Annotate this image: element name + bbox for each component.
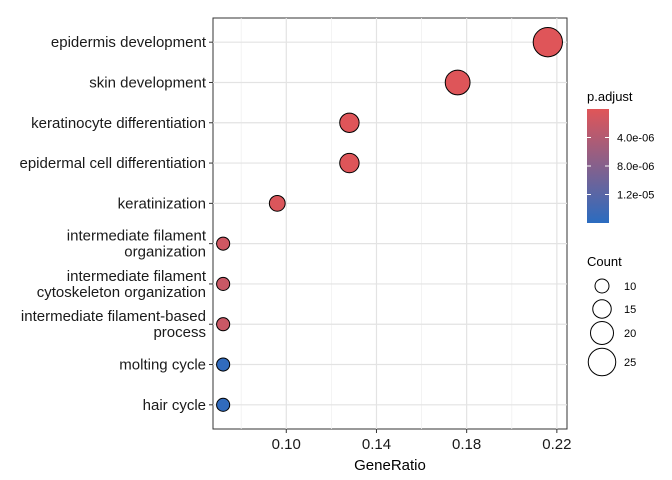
color-legend-label: 8.0e-06: [617, 161, 654, 173]
color-legend-title: p.adjust: [587, 89, 633, 104]
y-tick-label: epidermis development: [51, 34, 207, 51]
data-point: [216, 317, 231, 332]
y-tick-label: skin development: [89, 74, 207, 91]
color-legend-label: 1.2e-05: [617, 190, 654, 202]
data-point: [532, 27, 563, 58]
x-tick-label: 0.22: [542, 436, 571, 453]
size-legend-key: [594, 278, 610, 294]
size-legend: Count 10 15 20 25: [587, 254, 636, 377]
grid-lines: [213, 18, 567, 429]
size-legend-key: [587, 347, 617, 377]
y-tick-label: keratinocyte differentiation: [31, 115, 206, 132]
data-point: [268, 194, 286, 212]
data-point: [444, 69, 471, 96]
size-legend-label: 15: [624, 304, 636, 316]
data-point: [339, 112, 360, 133]
color-legend: p.adjust 4.0e-06 8.0e-06 1.2e-05: [587, 89, 654, 223]
data-point: [216, 236, 231, 251]
size-legend-label: 20: [624, 328, 636, 340]
data-point: [216, 397, 231, 412]
x-axis-title: GeneRatio: [354, 457, 426, 474]
size-legend-title: Count: [587, 254, 622, 269]
y-tick-label: intermediate filament cytoskeleton organi…: [37, 268, 207, 301]
y-axis: epidermis development skin development ker…: [20, 34, 213, 414]
color-legend-label: 4.0e-06: [617, 133, 654, 145]
x-axis: 0.10 0.14 0.18 0.22: [272, 429, 571, 453]
x-tick-label: 0.14: [362, 436, 391, 453]
data-point: [216, 357, 231, 372]
y-tick-label: intermediate filament organization: [67, 228, 207, 261]
size-legend-label: 10: [624, 281, 636, 293]
y-tick-label: hair cycle: [143, 397, 206, 414]
size-legend-label: 25: [624, 357, 636, 369]
data-point: [216, 276, 231, 291]
y-tick-label: epidermal cell differentiation: [20, 155, 207, 172]
data-points: [216, 27, 563, 412]
data-point: [339, 152, 360, 174]
plot-panel: [212, 17, 568, 430]
y-tick-label: intermediate filament-based process: [21, 308, 206, 341]
x-tick-label: 0.18: [452, 436, 481, 453]
size-legend-key: [590, 321, 614, 345]
y-tick-label: keratinization: [118, 195, 206, 212]
x-tick-label: 0.10: [272, 436, 301, 453]
y-tick-label: molting cycle: [119, 357, 206, 374]
size-legend-key: [592, 299, 612, 319]
color-legend-gradient: [587, 109, 609, 223]
